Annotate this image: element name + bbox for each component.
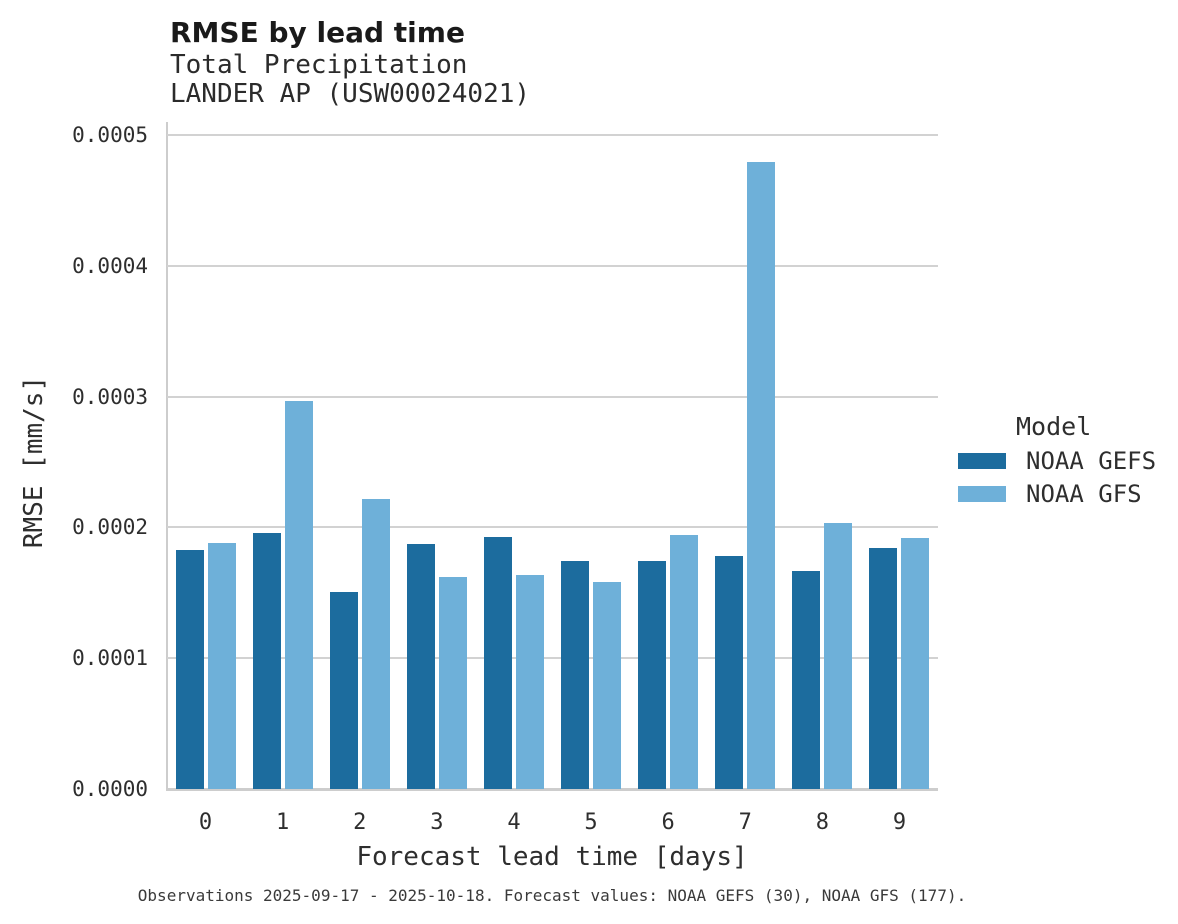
- gridline-0.0001: [167, 657, 938, 660]
- bar-noaa-gfs-lead-8: [824, 523, 853, 789]
- chart-subtitle-station: LANDER AP (USW00024021): [170, 79, 531, 109]
- chart-subtitle: Total Precipitation LANDER AP (USW0002402…: [170, 51, 530, 109]
- bar-noaa-gfs-lead-1: [284, 400, 313, 789]
- y-tick-label: 0.0002: [72, 515, 148, 540]
- legend-title: Model: [1016, 412, 1092, 441]
- x-axis-label: Forecast lead time [days]: [356, 842, 748, 872]
- chart-title: RMSE by lead time: [170, 16, 465, 49]
- y-tick-label: 0.0004: [72, 253, 148, 278]
- x-tick-label-8: 8: [815, 810, 829, 835]
- bar-noaa-gfs-lead-7: [747, 162, 776, 789]
- y-tick-label: 0.0000: [72, 777, 148, 801]
- legend-item-gefs: NOAA GEFS: [958, 447, 1178, 475]
- y-tick-label: 0.0003: [72, 384, 148, 409]
- bar-noaa-gfs-lead-0: [207, 543, 236, 789]
- bar-noaa-gefs-lead-8: [792, 570, 821, 789]
- bar-noaa-gefs-lead-7: [715, 556, 744, 789]
- bar-noaa-gfs-lead-4: [515, 574, 544, 789]
- bar-noaa-gefs-lead-3: [406, 544, 435, 789]
- x-tick-label-1: 1: [276, 810, 290, 835]
- x-tick-label-3: 3: [430, 810, 444, 835]
- legend-item-label: NOAA GFS: [1026, 480, 1142, 508]
- bar-noaa-gefs-lead-6: [638, 561, 667, 789]
- x-tick-label-0: 0: [198, 810, 213, 835]
- x-tick-label-4: 4: [507, 810, 521, 835]
- legend-item-gfs: NOAA GFS: [958, 480, 1178, 508]
- bar-noaa-gefs-lead-5: [561, 561, 590, 789]
- bar-noaa-gefs-lead-9: [869, 548, 898, 789]
- bar-noaa-gefs-lead-4: [483, 536, 512, 789]
- gridline-0.0002: [167, 526, 938, 529]
- bar-noaa-gefs-lead-2: [329, 591, 358, 789]
- legend-item-label: NOAA GEFS: [1026, 447, 1157, 475]
- chart-subtitle-variable: Total Precipitation: [170, 50, 468, 80]
- bar-noaa-gfs-lead-9: [901, 537, 930, 789]
- footer-note: Observations 2025-09-17 - 2025-10-18. Fo…: [137, 886, 967, 905]
- plot-area: [167, 134, 938, 789]
- bar-noaa-gfs-lead-5: [593, 582, 622, 789]
- bar-noaa-gfs-lead-3: [438, 577, 467, 789]
- x-tick-label-6: 6: [661, 810, 675, 835]
- gridline-0.0004: [167, 264, 938, 267]
- bar-noaa-gfs-lead-2: [361, 498, 390, 789]
- y-tick-label: 0.0001: [72, 646, 148, 671]
- x-tick-label-2: 2: [353, 810, 367, 835]
- x-tick-label-7: 7: [738, 810, 752, 835]
- legend: Model NOAA GEFS NOAA GFS: [958, 412, 1178, 519]
- x-tick-label-5: 5: [584, 810, 598, 835]
- gefs-color-swatch: [958, 453, 1006, 469]
- y-axis-spine: [166, 122, 168, 791]
- x-axis-baseline: [167, 788, 938, 791]
- bar-noaa-gefs-lead-0: [175, 549, 204, 789]
- y-tick-label: 0.0005: [72, 123, 148, 147]
- gridline-0.0005: [167, 134, 938, 136]
- bar-noaa-gefs-lead-1: [252, 532, 281, 789]
- gfs-color-swatch: [958, 486, 1006, 502]
- gridline-0.0003: [167, 395, 938, 398]
- x-tick-label-9: 9: [892, 810, 907, 835]
- bar-noaa-gfs-lead-6: [670, 535, 699, 789]
- y-axis-label: RMSE [mm/s]: [19, 375, 49, 549]
